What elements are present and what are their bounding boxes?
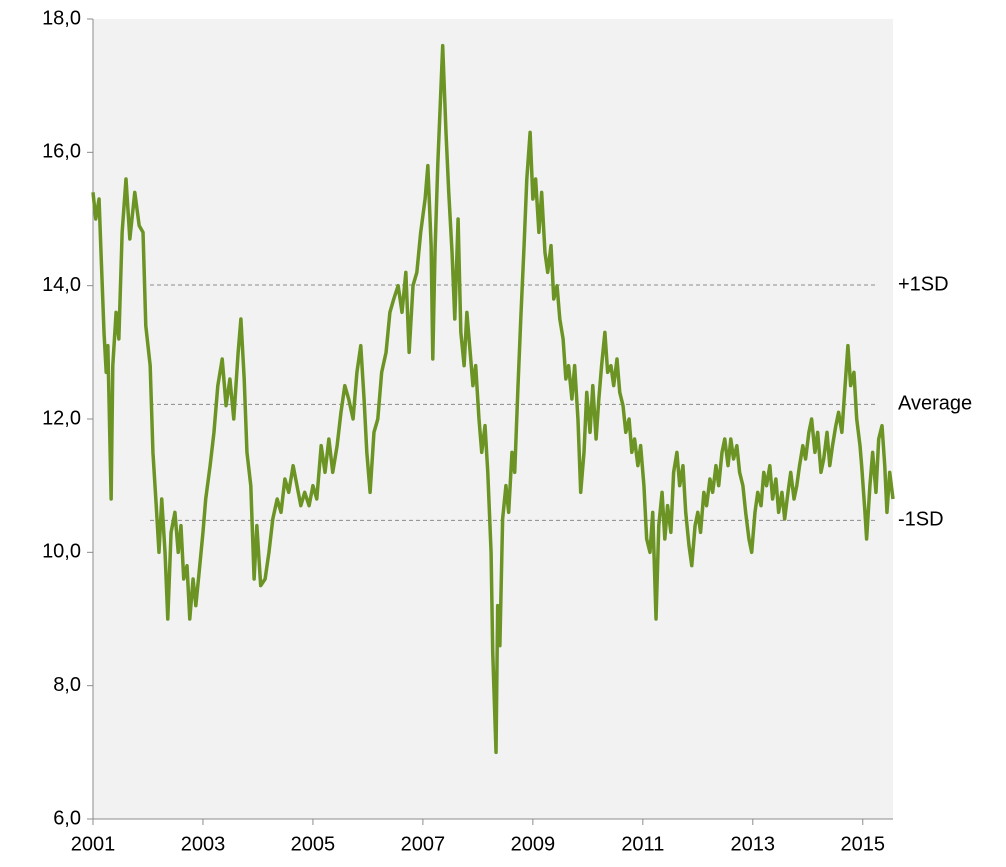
x-tick-label: 2005 bbox=[291, 833, 336, 855]
x-tick-label: 2007 bbox=[401, 833, 446, 855]
x-tick-label: 2003 bbox=[181, 833, 226, 855]
x-tick-label: 2001 bbox=[71, 833, 116, 855]
x-tick-label: 2015 bbox=[841, 833, 886, 855]
x-tick-label: 2013 bbox=[731, 833, 776, 855]
reference-label: -1SD bbox=[898, 509, 944, 531]
x-tick-label: 2009 bbox=[511, 833, 556, 855]
y-tick-label: 18,0 bbox=[42, 7, 81, 29]
y-tick-label: 16,0 bbox=[42, 141, 81, 163]
x-tick-label: 2011 bbox=[621, 833, 664, 855]
y-tick-label: 10,0 bbox=[42, 541, 81, 563]
data-line bbox=[91, 43, 895, 755]
y-tick-label: 8,0 bbox=[53, 674, 81, 696]
y-tick-label: 14,0 bbox=[42, 274, 81, 296]
reference-label: Average bbox=[898, 393, 972, 415]
reference-label: +1SD bbox=[898, 273, 949, 295]
y-tick-label: 12,0 bbox=[42, 407, 81, 429]
y-tick-label: 6,0 bbox=[53, 807, 81, 829]
